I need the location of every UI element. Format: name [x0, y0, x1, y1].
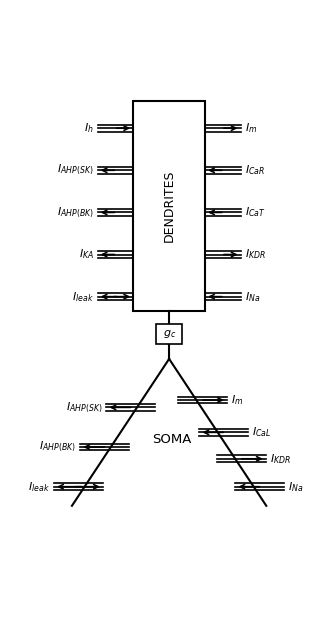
- Bar: [156, 324, 182, 344]
- Text: $I_{KDR}$: $I_{KDR}$: [270, 452, 291, 466]
- Text: $I_{AHP(BK)}$: $I_{AHP(BK)}$: [39, 440, 76, 454]
- Text: $I_{leak}$: $I_{leak}$: [72, 290, 94, 303]
- Text: $I_{CaT}$: $I_{CaT}$: [245, 205, 265, 219]
- Text: $I_m$: $I_m$: [245, 121, 257, 135]
- Text: $I_{AHP(SK)}$: $I_{AHP(SK)}$: [66, 400, 103, 415]
- Text: $I_{KA}$: $I_{KA}$: [79, 247, 94, 261]
- Text: $I_{Na}$: $I_{Na}$: [288, 480, 304, 494]
- Text: $g_c$: $g_c$: [162, 328, 176, 340]
- Text: $I_{AHP(BK)}$: $I_{AHP(BK)}$: [57, 205, 94, 219]
- Text: $I_{AHP(SK)}$: $I_{AHP(SK)}$: [57, 163, 94, 177]
- Text: $I_h$: $I_h$: [84, 121, 94, 135]
- Bar: [133, 100, 205, 312]
- Text: $I_{Na}$: $I_{Na}$: [245, 290, 260, 303]
- Text: $I_{leak}$: $I_{leak}$: [28, 480, 50, 494]
- Text: $I_{CaR}$: $I_{CaR}$: [245, 163, 265, 177]
- Text: SOMA: SOMA: [152, 433, 191, 446]
- Text: DENDRITES: DENDRITES: [163, 170, 176, 242]
- Text: $I_m$: $I_m$: [231, 393, 243, 407]
- Text: $I_{CaL}$: $I_{CaL}$: [252, 425, 272, 439]
- Text: $I_{KDR}$: $I_{KDR}$: [245, 247, 266, 261]
